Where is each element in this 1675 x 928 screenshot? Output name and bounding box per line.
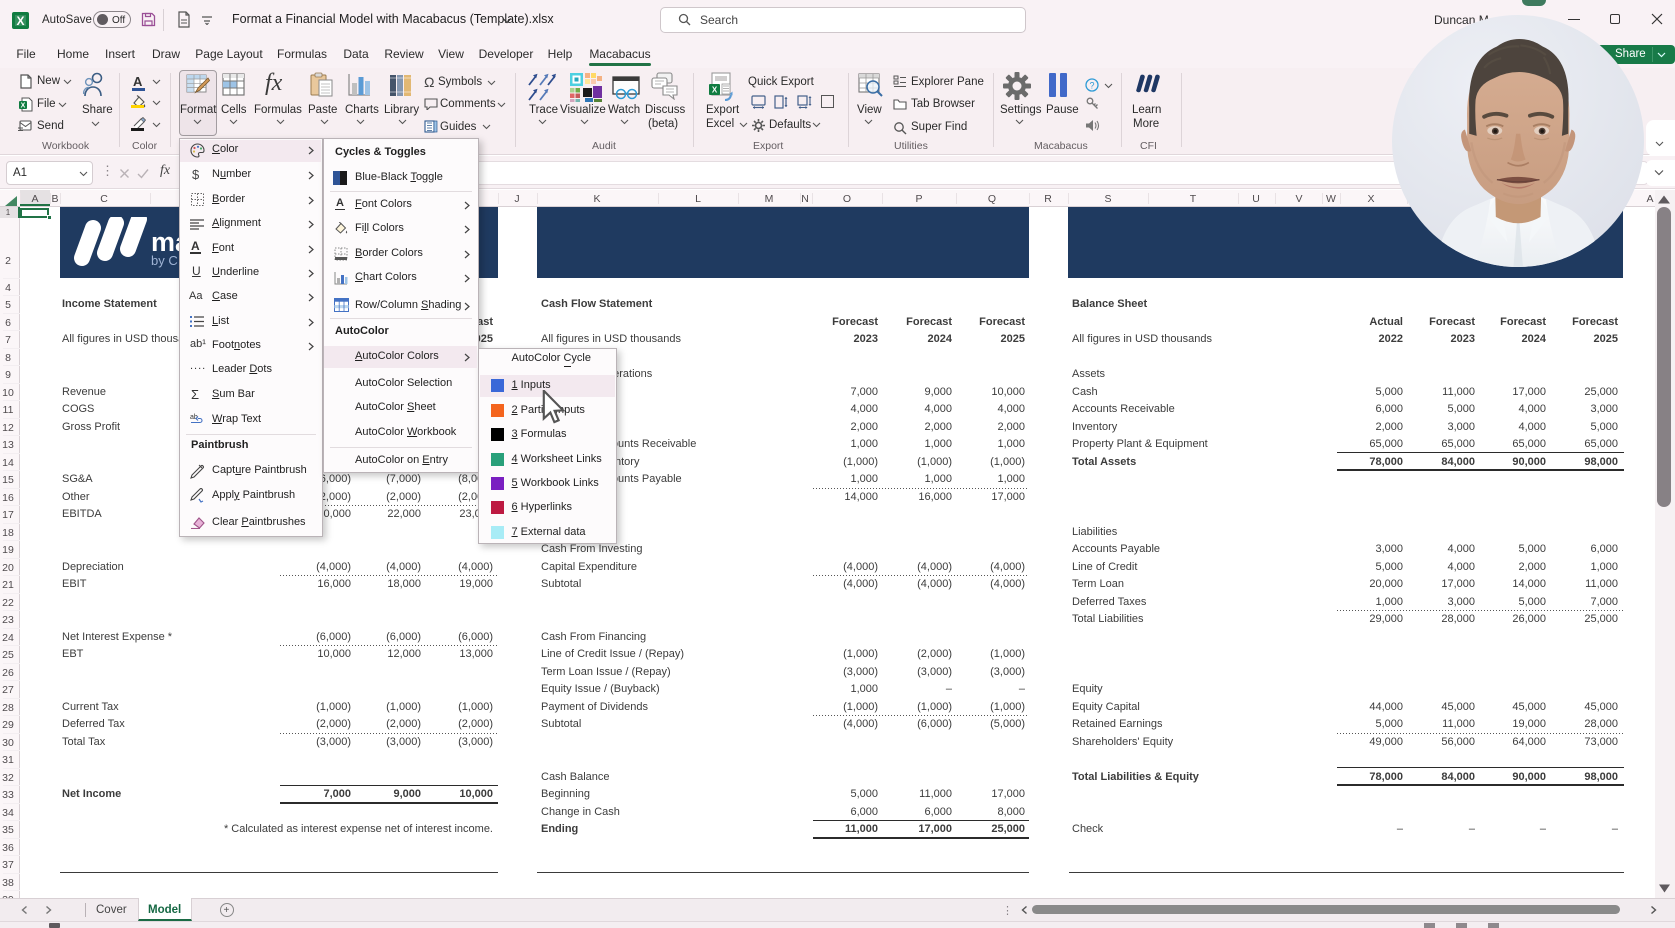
svg-text:?: ? [1089, 81, 1094, 91]
svg-text:X: X [16, 14, 24, 28]
svg-text:by C: by C [151, 253, 178, 268]
svg-text:X: X [712, 86, 718, 95]
svg-text:ab: ab [190, 414, 198, 421]
svg-text:X: X [21, 103, 26, 110]
